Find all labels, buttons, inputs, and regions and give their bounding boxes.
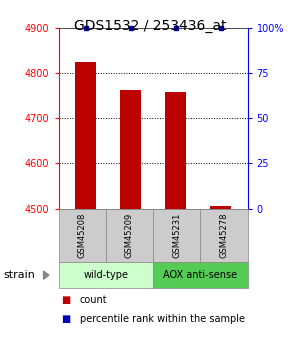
Bar: [210, 206, 231, 209]
Text: GSM45209: GSM45209: [125, 213, 134, 258]
Text: strain: strain: [3, 270, 35, 280]
Bar: [120, 90, 141, 209]
Text: GDS1532 / 253436_at: GDS1532 / 253436_at: [74, 19, 226, 33]
Text: wild-type: wild-type: [83, 270, 128, 280]
Bar: [165, 92, 186, 209]
Bar: [75, 61, 96, 209]
Text: ■: ■: [61, 314, 71, 324]
Text: percentile rank within the sample: percentile rank within the sample: [80, 314, 244, 324]
Text: GSM45278: GSM45278: [219, 213, 228, 258]
Text: GSM45231: GSM45231: [172, 213, 181, 258]
Text: GSM45208: GSM45208: [78, 213, 87, 258]
Text: ■: ■: [61, 295, 71, 305]
Text: count: count: [80, 295, 107, 305]
Text: AOX anti-sense: AOX anti-sense: [163, 270, 237, 280]
